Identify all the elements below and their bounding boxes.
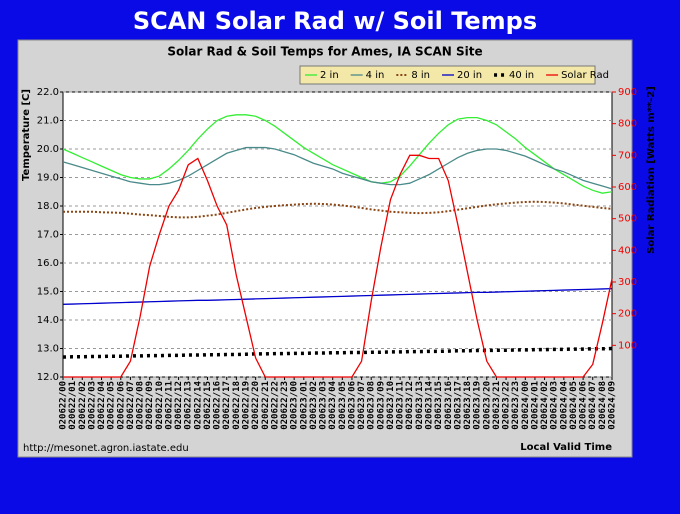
x-tick-label: 020623/19 <box>473 381 483 430</box>
x-tick-label: 020622/01 <box>68 381 78 430</box>
x-tick-label: 020623/16 <box>444 381 454 430</box>
x-tick-label: 020624/03 <box>550 381 560 430</box>
x-tick-label: 020623/14 <box>425 380 435 429</box>
series-line <box>62 346 613 359</box>
y-tick-label: 14.0 <box>37 315 59 326</box>
x-tick-label: 020624/00 <box>521 381 531 430</box>
y-tick-label: 13.0 <box>37 344 59 355</box>
x-tick-label: 020622/22 <box>270 381 280 430</box>
x-tick-label: 020623/09 <box>376 381 386 430</box>
x-tick-label: 020622/14 <box>193 380 203 429</box>
x-tick-label: 020623/22 <box>502 381 512 430</box>
x-tick-label: 020622/02 <box>78 381 88 430</box>
y-tick-label: 16.0 <box>37 258 59 269</box>
y2-tick-label: 300 <box>618 277 637 288</box>
y2-axis-label: Solar Radiation [Watts m**-2] <box>646 86 657 254</box>
x-tick-label: 020623/23 <box>511 381 521 430</box>
x-tick-label: 020624/07 <box>588 381 598 430</box>
x-tick-label: 020623/12 <box>405 381 415 430</box>
x-tick-label: 020622/20 <box>251 381 261 430</box>
y-axis-label: Temperature [C] <box>21 89 32 181</box>
x-tick-label: 020623/13 <box>415 381 425 430</box>
x-tick-label: 020622/03 <box>87 381 97 430</box>
y-tick-label: 18.0 <box>37 201 59 212</box>
x-tick-label: 020622/00 <box>59 381 69 430</box>
x-tick-label: 020624/01 <box>530 381 540 430</box>
x-tick-label: 020623/11 <box>396 381 406 430</box>
y-tick-label: 19.0 <box>37 173 59 184</box>
x-tick-label: 020623/00 <box>290 381 300 430</box>
x-tick-label: 020624/05 <box>569 381 579 430</box>
x-tick-label: 020623/06 <box>347 381 357 430</box>
y-tick-label: 15.0 <box>37 287 59 298</box>
legend-label: Solar Rad <box>561 70 609 81</box>
x-tick-label: 020623/07 <box>357 381 367 430</box>
series-line <box>62 114 613 194</box>
x-tick-label: 020623/02 <box>309 381 319 430</box>
x-axis-label: Local Valid Time <box>520 442 612 453</box>
legend-label: 8 in <box>411 70 430 81</box>
x-tick-label: 020622/15 <box>203 381 213 430</box>
slide-title: SCAN Solar Rad w/ Soil Temps <box>133 7 537 35</box>
x-tick-label: 020624/09 <box>608 381 618 430</box>
series-line <box>62 146 613 190</box>
x-tick-label: 020623/21 <box>492 381 502 430</box>
x-tick-label: 020623/04 <box>328 380 338 429</box>
x-tick-label: 020623/05 <box>338 381 348 430</box>
x-tick-label: 020623/18 <box>463 381 473 430</box>
chart-title: Solar Rad & Soil Temps for Ames, IA SCAN… <box>167 45 482 59</box>
y2-tick-label: 100 <box>618 340 637 351</box>
y2-tick-label: 700 <box>618 150 637 161</box>
x-tick-label: 020623/15 <box>434 381 444 430</box>
y2-tick-label: 200 <box>618 309 637 320</box>
x-tick-label: 020622/17 <box>222 381 232 430</box>
x-tick-label: 020622/23 <box>280 381 290 430</box>
x-tick-label: 020622/06 <box>116 381 126 430</box>
x-tick-label: 020623/10 <box>386 381 396 430</box>
x-tick-label: 020623/03 <box>319 381 329 430</box>
x-tick-label: 020623/08 <box>367 381 377 430</box>
x-tick-label: 020622/07 <box>126 381 136 430</box>
y2-tick-label: 400 <box>618 245 637 256</box>
plot-area <box>62 91 613 378</box>
y-tick-label: 22.0 <box>37 87 59 98</box>
x-tick-label: 020622/04 <box>97 380 107 429</box>
legend-label: 4 in <box>366 70 385 81</box>
x-tick-label: 020622/12 <box>174 381 184 430</box>
x-tick-label: 020624/02 <box>540 381 550 430</box>
y-tick-label: 12.0 <box>37 372 59 383</box>
x-tick-label: 020624/06 <box>579 381 589 430</box>
x-tick-label: 020622/13 <box>184 381 194 430</box>
x-tick-label: 020622/10 <box>155 381 165 430</box>
legend-label: 20 in <box>457 70 482 81</box>
legend-label: 2 in <box>320 70 339 81</box>
x-tick-label: 020622/21 <box>261 381 271 430</box>
series-line <box>63 154 613 378</box>
y2-tick-label: 500 <box>618 214 637 225</box>
x-tick-label: 020622/08 <box>136 381 146 430</box>
y-tick-label: 21.0 <box>37 116 59 127</box>
x-tick-label: 020623/20 <box>482 381 492 430</box>
x-tick-label: 020624/08 <box>598 381 608 430</box>
x-tick-label: 020624/04 <box>559 380 569 429</box>
y-tick-label: 20.0 <box>37 144 59 155</box>
x-tick-label: 020622/18 <box>232 381 242 430</box>
series-line <box>62 288 613 305</box>
x-tick-label: 020622/05 <box>107 381 117 430</box>
y2-tick-label: 600 <box>618 182 637 193</box>
x-tick-label: 020622/16 <box>213 381 223 430</box>
x-tick-label: 020622/09 <box>145 381 155 430</box>
x-tick-label: 020622/11 <box>164 381 174 430</box>
x-tick-label: 020623/17 <box>453 381 463 430</box>
legend-label: 40 in <box>509 70 534 81</box>
y2-tick-label: 800 <box>618 119 637 130</box>
y-tick-label: 17.0 <box>37 230 59 241</box>
x-tick-label: 020622/19 <box>242 381 252 430</box>
x-tick-label: 020623/01 <box>299 381 309 430</box>
y2-tick-label: 900 <box>618 87 637 98</box>
source-url: http://mesonet.agron.iastate.edu <box>23 443 189 454</box>
